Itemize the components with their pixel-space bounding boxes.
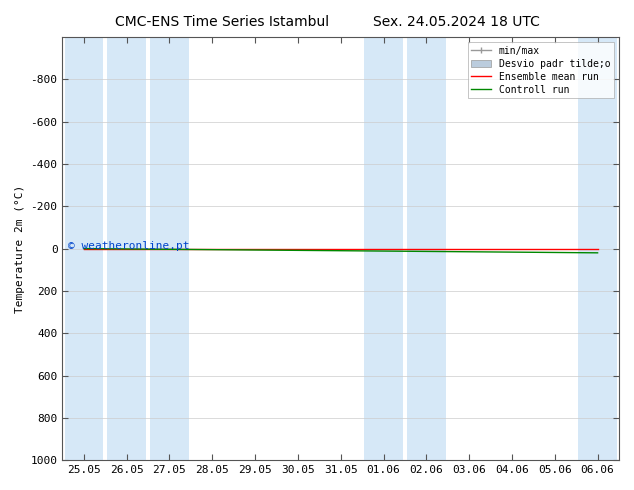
Bar [365, 37, 403, 460]
Y-axis label: Temperature 2m (°C): Temperature 2m (°C) [15, 184, 25, 313]
Bar [107, 37, 146, 460]
Text: CMC-ENS Time Series Istambul: CMC-ENS Time Series Istambul [115, 15, 329, 29]
Legend: min/max, Desvio padr tilde;o, Ensemble mean run, Controll run: min/max, Desvio padr tilde;o, Ensemble m… [467, 42, 614, 98]
Bar [407, 37, 446, 460]
Bar [150, 37, 189, 460]
Text: Sex. 24.05.2024 18 UTC: Sex. 24.05.2024 18 UTC [373, 15, 540, 29]
Bar [578, 37, 617, 460]
Text: © weatheronline.pt: © weatheronline.pt [68, 242, 190, 251]
Bar [65, 37, 103, 460]
